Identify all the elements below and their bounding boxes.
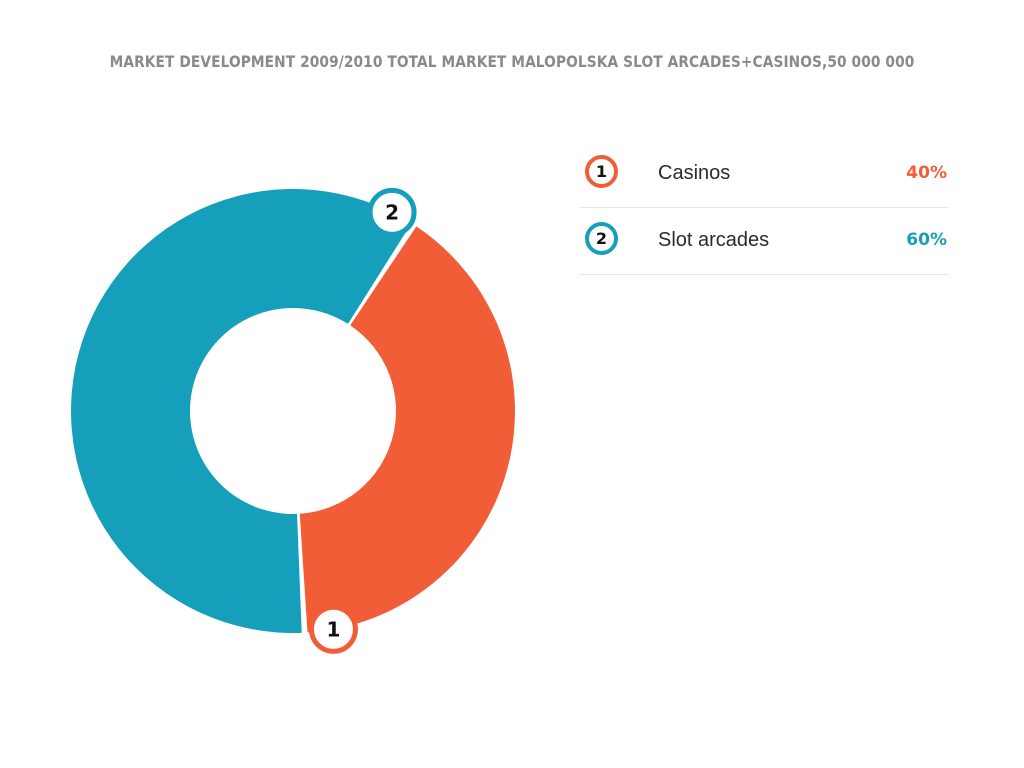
legend-badge-1: 1 [585, 155, 618, 188]
slice-badge-ring [367, 187, 417, 237]
legend-badge-2: 2 [585, 222, 618, 255]
legend: 1 Casinos 40% 2 Slot arcades 60% [579, 141, 949, 275]
legend-item-casinos: 1 Casinos 40% [579, 141, 949, 208]
legend-label-casinos: Casinos [658, 162, 731, 184]
page-title: MARKET DEVELOPMENT 2009/2010 TOTAL MARKE… [109, 52, 915, 71]
donut-slice-slot-arcades [71, 189, 412, 633]
legend-value-casinos: 40% [906, 163, 947, 183]
slice-badge-label: 2 [385, 200, 399, 224]
donut-chart: 12 [71, 187, 515, 654]
legend-value-slot-arcades: 60% [906, 230, 947, 250]
slice-badge-label: 1 [326, 617, 340, 641]
slice-badge-ring [308, 604, 358, 654]
legend-item-slot-arcades: 2 Slot arcades 60% [579, 208, 949, 275]
donut-slice-casinos [299, 226, 515, 633]
slice-badge-1: 1 [308, 604, 358, 654]
slice-badge-2: 2 [367, 187, 417, 237]
legend-label-slot-arcades: Slot arcades [658, 229, 770, 251]
